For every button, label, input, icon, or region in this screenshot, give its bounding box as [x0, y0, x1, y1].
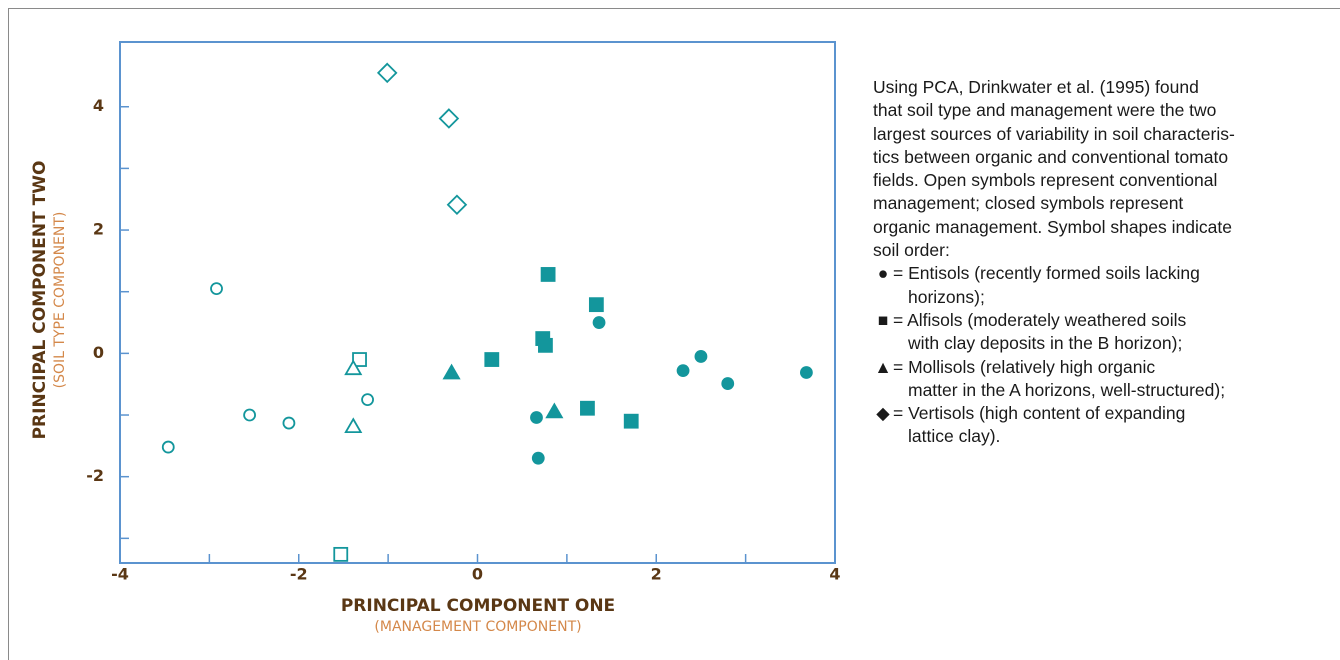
- x-tick-label: -4: [111, 565, 129, 584]
- point: [800, 366, 813, 379]
- caption-line: soil order:: [873, 240, 950, 261]
- point: [333, 546, 349, 562]
- legend-text: = Vertisols (high content of expanding: [893, 403, 1186, 424]
- caption-line: Using PCA, Drinkwater et al. (1995) foun…: [873, 77, 1199, 97]
- legend-symbol: ▲: [874, 356, 892, 377]
- caption-line: management; closed symbols represent: [873, 193, 1184, 214]
- y-tick-label: 2: [93, 220, 104, 239]
- point: [540, 267, 556, 282]
- y-axis-sublabel: (SOIL TYPE COMPONENT): [52, 212, 68, 389]
- point: [538, 337, 553, 353]
- item: ◆ = Vertisols (high content of expanding: [873, 402, 1333, 425]
- x-tick-label: 0: [472, 565, 483, 584]
- caption-line: that soil type and management were the t…: [873, 100, 1217, 121]
- point: [344, 417, 363, 434]
- caption: Using PCA, Drinkwater et al. (1995) foun…: [873, 76, 1333, 449]
- point: [282, 416, 296, 430]
- point: [361, 393, 374, 407]
- point: [376, 62, 398, 84]
- legend-text: horizons);: [908, 286, 985, 307]
- y-axis-label: PRINCIPAL COMPONENT TWO: [30, 161, 50, 440]
- point: [694, 350, 708, 363]
- caption-line: tics between organic and conventional to…: [873, 146, 1229, 167]
- y-tick-label: 4: [93, 96, 104, 115]
- point: [530, 411, 543, 424]
- point: [623, 413, 639, 429]
- point: [243, 408, 256, 422]
- legend-text: with clay deposits in the B horizon);: [908, 333, 1183, 354]
- point: [446, 194, 468, 216]
- point: [210, 282, 223, 296]
- item: ▲ = Mollisols (relatively high organic: [873, 356, 1333, 379]
- legend-text: lattice clay).: [908, 426, 1001, 447]
- plot-frame: [119, 41, 836, 564]
- x-tick-label: -2: [290, 565, 308, 584]
- item: ■ = Alfisols (moderately weathered soils: [873, 309, 1333, 332]
- legend-text: = Alfisols (moderately weathered soils: [893, 309, 1187, 330]
- legend-text: = Entisols (recently formed soils lackin…: [893, 263, 1200, 284]
- caption-line: fields. Open symbols represent conventio…: [873, 170, 1218, 191]
- x-axis-label: PRINCIPAL COMPONENT ONE: [341, 596, 615, 616]
- legend-symbol: ●: [877, 263, 889, 284]
- y-tick-label: -2: [86, 466, 104, 485]
- y-tick-label: 0: [93, 343, 104, 362]
- point: [438, 108, 460, 129]
- point: [676, 364, 690, 378]
- caption-line: organic management. Symbol shapes indica…: [873, 216, 1232, 237]
- point: [484, 352, 500, 367]
- point: [352, 352, 367, 367]
- x-axis-sublabel: (MANAGEMENT COMPONENT): [374, 619, 581, 635]
- caption-line: largest sources of variability in soil c…: [873, 123, 1235, 144]
- point: [592, 316, 606, 329]
- point: [531, 451, 545, 465]
- legend-text: = Mollisols (relatively high organic: [893, 356, 1156, 377]
- x-tick-label: 2: [651, 565, 662, 584]
- point: [161, 440, 175, 454]
- frame: [8, 8, 1340, 660]
- point: [545, 402, 564, 419]
- item: ● = Entisols (recently formed soils lacki…: [873, 262, 1333, 285]
- point: [580, 400, 595, 416]
- legend-symbol: ■: [877, 309, 889, 330]
- point: [442, 363, 461, 380]
- point: [721, 377, 735, 390]
- legend-text: matter in the A horizons, well-structure…: [908, 379, 1226, 400]
- point: [588, 297, 604, 313]
- legend-symbol: ◆: [876, 403, 890, 424]
- point: [344, 359, 363, 376]
- x-tick-label: 4: [829, 565, 840, 584]
